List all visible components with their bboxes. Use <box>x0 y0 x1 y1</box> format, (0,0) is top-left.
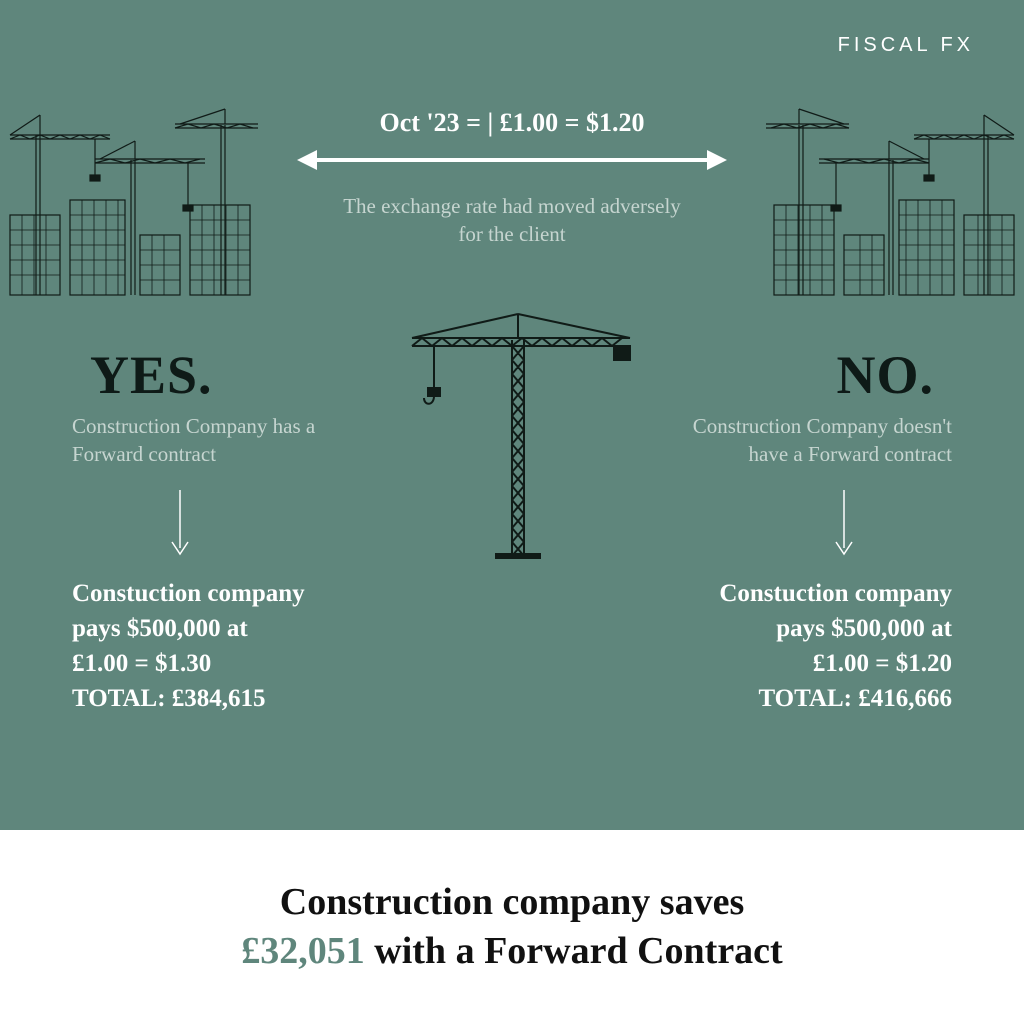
no-description: Construction Company doesn't have a Forw… <box>692 412 952 469</box>
header-subtext: The exchange rate had moved adversely fo… <box>342 192 682 249</box>
down-arrow-icon <box>834 490 854 560</box>
skyline-right-icon <box>764 105 1024 325</box>
no-result-line4: TOTAL: £416,666 <box>758 685 952 712</box>
center-crane-icon <box>392 310 632 560</box>
brand-logo: FISCAL FX <box>838 34 974 57</box>
yes-label: YES. <box>90 344 213 406</box>
skyline-left-icon <box>0 105 260 325</box>
yes-result-line1: Constuction company <box>72 580 305 607</box>
yes-result-line3: £1.00 = $1.30 <box>72 650 211 677</box>
infographic-root: FISCAL FX <box>0 0 1024 1024</box>
footer-prefix: Construction company saves <box>280 881 744 923</box>
no-result-line3: £1.00 = $1.20 <box>813 650 952 677</box>
yes-result-line2: pays $500,000 at <box>72 615 248 642</box>
yes-result: Constuction company pays $500,000 at £1.… <box>72 576 362 716</box>
footer-summary: Construction company saves £32,051 with … <box>0 830 1024 1024</box>
double-arrow-icon <box>297 148 727 172</box>
down-arrow-icon <box>170 490 190 560</box>
yes-description: Construction Company has a Forward contr… <box>72 412 332 469</box>
no-result: Constuction company pays $500,000 at £1.… <box>662 576 952 716</box>
no-label: NO. <box>837 344 935 406</box>
no-result-line1: Constuction company <box>719 580 952 607</box>
header-rate: Oct '23 = | £1.00 = $1.20 <box>379 108 644 138</box>
no-result-line2: pays $500,000 at <box>776 615 952 642</box>
footer-amount: £32,051 <box>241 930 365 972</box>
main-panel: FISCAL FX <box>0 0 1024 830</box>
yes-result-line4: TOTAL: £384,615 <box>72 685 266 712</box>
footer-suffix: with a Forward Contract <box>365 930 783 972</box>
